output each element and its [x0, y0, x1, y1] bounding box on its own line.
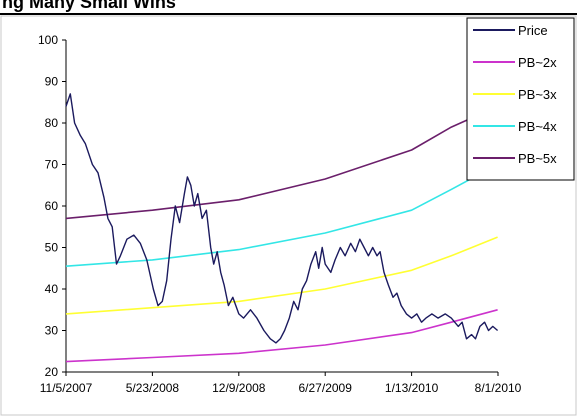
y-tick-label: 70	[45, 158, 59, 172]
y-tick-label: 40	[45, 282, 59, 296]
ticks-layer: 20 30 40 50 60 70 80 90 100 11/5/2007 5/23/2008 12/…	[38, 33, 522, 395]
series-layer	[65, 93, 499, 363]
y-tick-label: 60	[45, 199, 59, 213]
series-line-pb-2x	[65, 309, 498, 363]
x-tick-label: 12/9/2008	[212, 381, 266, 395]
legend-box	[466, 17, 575, 181]
legend-items: Price PB~2x PB~3x PB~4x PB~5x	[473, 23, 557, 166]
y-tick-label: 20	[45, 365, 59, 379]
legend-label: PB~2x	[518, 55, 557, 70]
legend: Price PB~2x PB~3x PB~4x PB~5x	[466, 17, 575, 181]
legend-label: PB~4x	[518, 119, 557, 134]
header-title-fragment: ng Many Small Wins	[2, 0, 176, 12]
series-line-pb-3x	[65, 236, 498, 315]
x-tick-label: 11/5/2007	[40, 381, 93, 395]
series-line-price	[65, 93, 499, 344]
y-tick-label: 30	[45, 324, 59, 338]
legend-label: Price	[518, 23, 548, 38]
legend-label: PB~3x	[518, 87, 557, 102]
y-tick-label: 50	[45, 241, 59, 255]
x-tick-label: 8/1/2010	[475, 381, 522, 395]
legend-label: PB~5x	[518, 151, 557, 166]
y-tick-label: 80	[45, 116, 59, 130]
x-tick-label: 6/27/2009	[299, 381, 353, 395]
series-line-pb-5x	[65, 105, 498, 220]
x-tick-label: 5/23/2008	[126, 381, 180, 395]
y-tick-label: 100	[38, 33, 58, 47]
y-tick-label: 90	[45, 75, 59, 89]
series-line-pb-4x	[65, 163, 498, 267]
x-tick-label: 1/13/2010	[385, 381, 439, 395]
